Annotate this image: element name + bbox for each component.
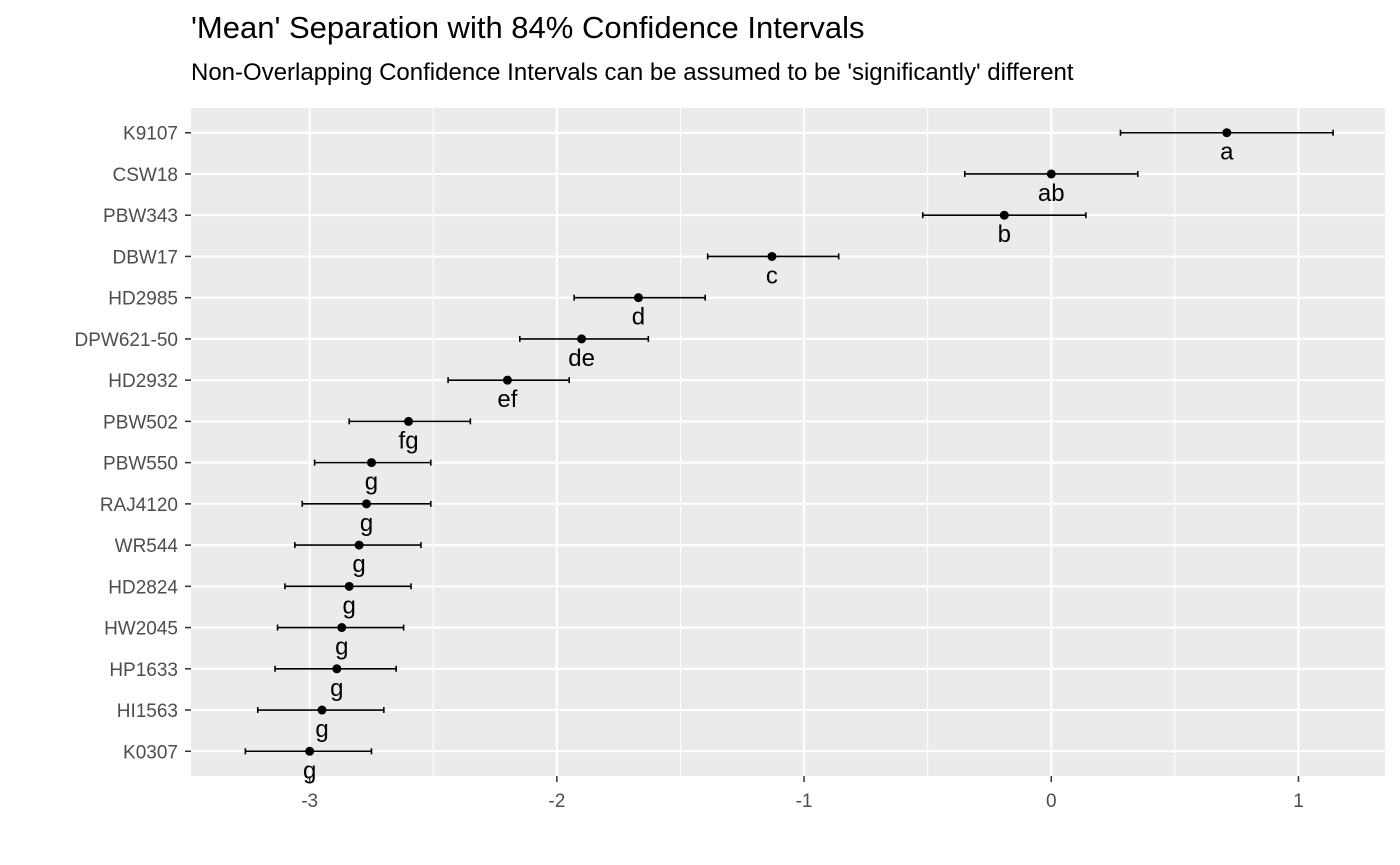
group-letter: de — [568, 345, 595, 372]
mean-point — [1222, 128, 1232, 138]
group-letter: g — [330, 675, 343, 702]
group-letter: g — [352, 551, 365, 578]
mean-point — [305, 746, 315, 756]
y-tick-label: DBW17 — [113, 247, 178, 268]
group-letter: g — [335, 634, 348, 661]
mean-point — [502, 375, 512, 385]
group-letter: a — [1220, 139, 1234, 166]
mean-point — [317, 705, 327, 715]
y-tick-label: WR544 — [115, 536, 179, 557]
y-tick-label: PBW502 — [103, 412, 178, 433]
mean-point — [337, 623, 347, 633]
mean-point — [999, 210, 1009, 220]
y-tick-label: K9107 — [123, 124, 178, 145]
group-letter: g — [315, 716, 328, 743]
y-tick-label: K0307 — [123, 742, 178, 763]
group-letter: ab — [1038, 180, 1065, 207]
y-tick-label: HD2824 — [108, 577, 178, 598]
mean-point — [366, 458, 376, 468]
y-tick-label: HI1563 — [117, 701, 178, 722]
group-letter: g — [303, 757, 316, 784]
x-tick-label: 0 — [1046, 791, 1057, 812]
y-tick-label: HW2045 — [104, 619, 178, 640]
y-tick-label: HD2985 — [108, 289, 178, 310]
mean-point — [332, 664, 342, 674]
chart-subtitle: Non-Overlapping Confidence Intervals can… — [191, 59, 1074, 86]
group-letter: c — [766, 262, 778, 289]
mean-point — [362, 499, 372, 509]
mean-point — [767, 251, 777, 261]
mean-point — [354, 540, 364, 550]
axes: -3 -2 -1 0 1 K9107 CSW18 PBW343 DBW17 HD2985 DPW62… — [75, 124, 1304, 812]
group-letter: g — [360, 510, 373, 537]
mean-point — [404, 416, 414, 426]
group-letter: g — [343, 592, 356, 619]
group-letter: g — [365, 469, 378, 496]
x-tick-label: -1 — [796, 791, 813, 812]
group-letter: d — [632, 304, 645, 331]
x-tick-label: -3 — [301, 791, 318, 812]
x-tick-label: 1 — [1293, 791, 1304, 812]
mean-point — [1046, 169, 1056, 179]
y-tick-label: HP1633 — [109, 660, 178, 681]
plot-panel — [191, 108, 1385, 776]
y-tick-label: DPW621-50 — [75, 330, 179, 351]
mean-point — [577, 334, 587, 344]
y-tick-label: PBW343 — [103, 206, 178, 227]
chart-title: 'Mean' Separation with 84% Confidence In… — [191, 10, 865, 45]
x-tick-label: -2 — [548, 791, 565, 812]
mean-point — [344, 581, 354, 591]
y-tick-label: HD2932 — [108, 371, 178, 392]
group-letter: ef — [497, 386, 517, 413]
group-letter: b — [998, 221, 1011, 248]
y-tick-label: CSW18 — [113, 165, 178, 186]
y-tick-label: PBW550 — [103, 454, 178, 475]
mean-point — [633, 293, 643, 303]
group-letter: fg — [399, 427, 419, 454]
grid-lines — [191, 108, 1385, 776]
y-tick-label: RAJ4120 — [100, 495, 178, 516]
